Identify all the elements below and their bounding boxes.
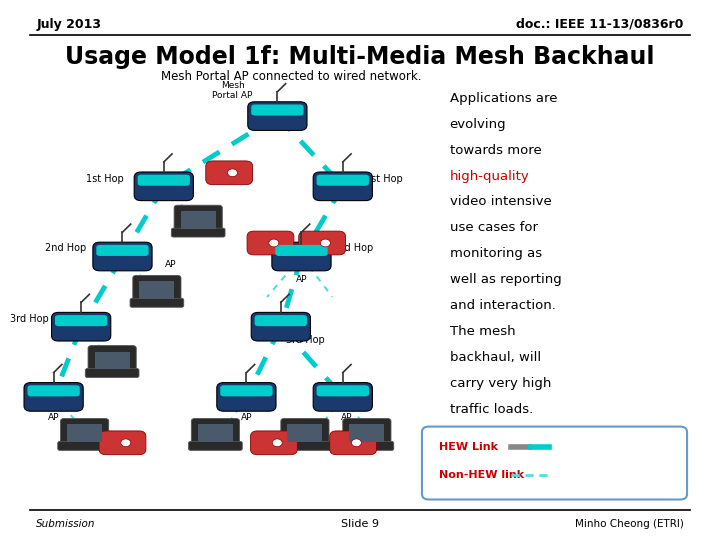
FancyBboxPatch shape xyxy=(96,245,148,256)
FancyBboxPatch shape xyxy=(281,418,329,447)
FancyBboxPatch shape xyxy=(255,315,307,326)
FancyBboxPatch shape xyxy=(130,298,184,307)
FancyBboxPatch shape xyxy=(278,442,332,450)
FancyBboxPatch shape xyxy=(343,418,391,447)
Text: traffic loads.: traffic loads. xyxy=(449,403,533,416)
FancyBboxPatch shape xyxy=(248,102,307,130)
Text: video intensive: video intensive xyxy=(449,195,552,208)
Circle shape xyxy=(121,439,131,447)
Text: towards more: towards more xyxy=(449,144,541,157)
FancyBboxPatch shape xyxy=(299,231,346,255)
FancyBboxPatch shape xyxy=(138,175,190,186)
Text: 3rd Hop: 3rd Hop xyxy=(286,335,324,345)
Text: AP: AP xyxy=(240,413,252,422)
FancyBboxPatch shape xyxy=(330,431,377,455)
FancyBboxPatch shape xyxy=(24,382,84,411)
Text: AP: AP xyxy=(296,275,307,285)
FancyBboxPatch shape xyxy=(99,431,146,455)
Circle shape xyxy=(272,439,282,447)
FancyBboxPatch shape xyxy=(317,386,369,396)
FancyBboxPatch shape xyxy=(27,386,80,396)
Text: 3rd Hop: 3rd Hop xyxy=(10,314,49,323)
FancyBboxPatch shape xyxy=(88,346,136,374)
Circle shape xyxy=(269,239,279,247)
FancyBboxPatch shape xyxy=(60,418,109,447)
FancyBboxPatch shape xyxy=(181,211,216,229)
Text: evolving: evolving xyxy=(449,118,506,131)
FancyBboxPatch shape xyxy=(93,242,152,271)
Text: well as reporting: well as reporting xyxy=(449,273,562,286)
Text: Minho Cheong (ETRI): Minho Cheong (ETRI) xyxy=(575,519,683,529)
Text: Mesh Portal AP connected to wired network.: Mesh Portal AP connected to wired networ… xyxy=(161,70,421,83)
FancyBboxPatch shape xyxy=(251,312,310,341)
FancyBboxPatch shape xyxy=(174,205,222,233)
FancyBboxPatch shape xyxy=(340,442,394,450)
FancyBboxPatch shape xyxy=(349,424,384,442)
FancyBboxPatch shape xyxy=(317,175,369,186)
FancyBboxPatch shape xyxy=(272,242,331,271)
FancyBboxPatch shape xyxy=(192,418,240,447)
Text: AP: AP xyxy=(93,333,104,342)
Text: Non-HEW link: Non-HEW link xyxy=(439,470,524,480)
Text: 2nd Hop: 2nd Hop xyxy=(333,244,374,253)
Text: AP: AP xyxy=(48,413,59,422)
Text: Applications are: Applications are xyxy=(449,92,557,105)
FancyBboxPatch shape xyxy=(85,368,139,377)
FancyBboxPatch shape xyxy=(251,431,297,455)
FancyBboxPatch shape xyxy=(217,382,276,411)
FancyBboxPatch shape xyxy=(247,231,294,255)
Circle shape xyxy=(228,169,238,177)
Text: AP: AP xyxy=(296,335,307,344)
Text: The mesh: The mesh xyxy=(449,325,515,338)
FancyBboxPatch shape xyxy=(140,281,174,299)
Text: Mesh
Portal AP: Mesh Portal AP xyxy=(212,80,253,100)
FancyBboxPatch shape xyxy=(287,424,323,442)
FancyBboxPatch shape xyxy=(313,172,372,200)
FancyBboxPatch shape xyxy=(94,352,130,369)
Text: 1st Hop: 1st Hop xyxy=(365,174,403,184)
Text: July 2013: July 2013 xyxy=(37,18,102,31)
Text: high-quality: high-quality xyxy=(449,170,529,183)
FancyBboxPatch shape xyxy=(220,386,273,396)
Text: Usage Model 1f: Multi-Media Mesh Backhaul: Usage Model 1f: Multi-Media Mesh Backhau… xyxy=(66,45,654,69)
Circle shape xyxy=(320,239,330,247)
FancyBboxPatch shape xyxy=(275,245,328,256)
FancyBboxPatch shape xyxy=(52,312,111,341)
Text: AP: AP xyxy=(341,413,352,422)
FancyBboxPatch shape xyxy=(58,442,112,450)
FancyBboxPatch shape xyxy=(313,382,372,411)
Text: carry very high: carry very high xyxy=(449,377,551,390)
FancyBboxPatch shape xyxy=(134,172,194,200)
Text: use cases for: use cases for xyxy=(449,221,538,234)
Circle shape xyxy=(351,439,361,447)
Text: 2nd Hop: 2nd Hop xyxy=(45,244,86,253)
FancyBboxPatch shape xyxy=(206,161,253,185)
Text: Submission: Submission xyxy=(37,519,96,529)
FancyBboxPatch shape xyxy=(251,105,304,116)
Text: and interaction.: and interaction. xyxy=(449,299,555,312)
Text: monitoring as: monitoring as xyxy=(449,247,541,260)
Text: doc.: IEEE 11-13/0836r0: doc.: IEEE 11-13/0836r0 xyxy=(516,18,683,31)
FancyBboxPatch shape xyxy=(189,442,242,450)
Text: 1st Hop: 1st Hop xyxy=(86,174,124,184)
FancyBboxPatch shape xyxy=(171,228,225,237)
Text: HEW Link: HEW Link xyxy=(439,442,498,452)
FancyBboxPatch shape xyxy=(132,275,181,303)
FancyBboxPatch shape xyxy=(198,424,233,442)
Text: Slide 9: Slide 9 xyxy=(341,519,379,529)
Text: backhaul, will: backhaul, will xyxy=(449,351,541,364)
Text: AP: AP xyxy=(165,260,176,269)
FancyBboxPatch shape xyxy=(55,315,107,326)
FancyBboxPatch shape xyxy=(422,427,687,500)
FancyBboxPatch shape xyxy=(67,424,102,442)
